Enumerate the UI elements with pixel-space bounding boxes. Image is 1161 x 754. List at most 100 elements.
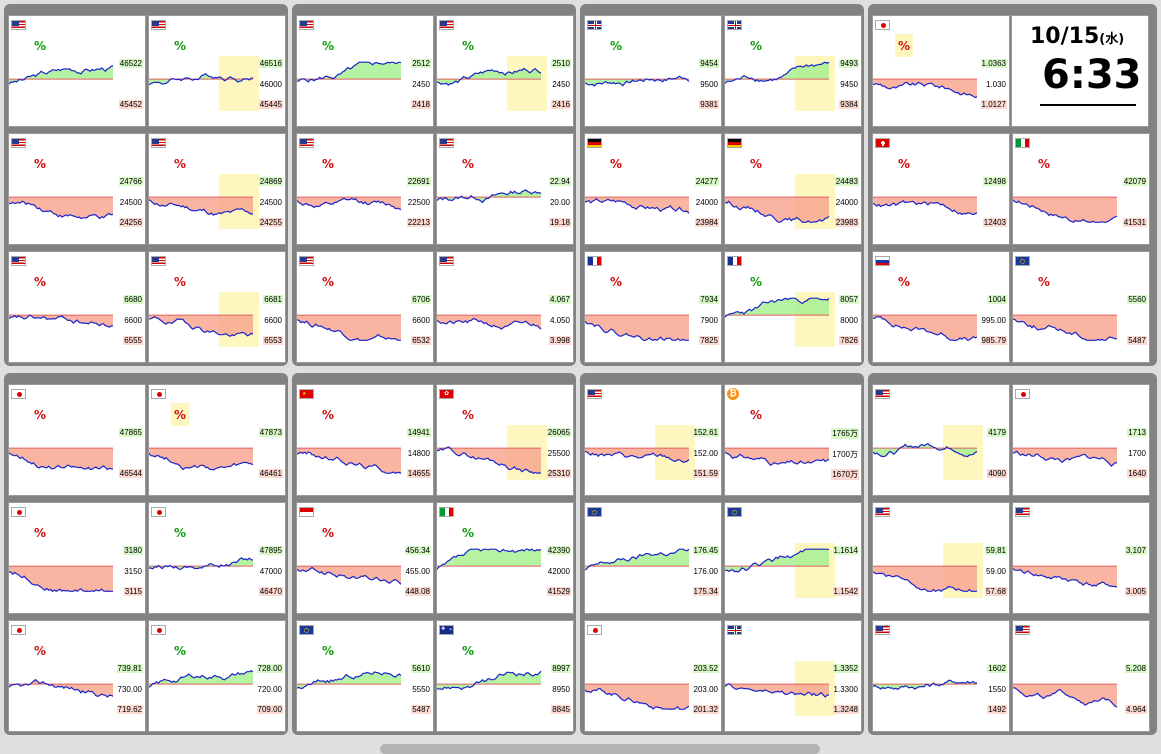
axis-hi-label: 1.1614: [832, 546, 859, 555]
market-card[interactable]: % 22.94 20.00 19.18: [436, 133, 574, 245]
market-card[interactable]: 4179 4090: [872, 384, 1010, 496]
card-footer: [877, 347, 881, 362]
market-card[interactable]: % 24483 24000 23983: [724, 133, 862, 245]
market-card[interactable]: % 47873 46461: [148, 384, 286, 496]
axis-mid-label: 8950: [552, 685, 570, 694]
change-percent: %: [322, 275, 335, 289]
card-header: [587, 622, 609, 637]
market-card[interactable]: 1.3352 1.3300 1.3248: [724, 620, 862, 732]
market-card[interactable]: 4.067 4.050 3.998: [436, 251, 574, 363]
card-header: [875, 622, 897, 637]
market-card[interactable]: 203.52 203.00 201.32: [584, 620, 722, 732]
price-line: [149, 199, 254, 216]
sparkline-chart: [437, 548, 542, 570]
market-card[interactable]: % 6681 6600 6553: [148, 251, 286, 363]
card-footer: [153, 347, 157, 362]
market-card[interactable]: % 46522 45452: [8, 15, 146, 127]
market-card[interactable]: % 46516 46000 45445: [148, 15, 286, 127]
market-card[interactable]: % 2510 2450 2416: [436, 15, 574, 127]
market-card[interactable]: % 8057 8000 7826: [724, 251, 862, 363]
axis-hi-label: 5560: [1127, 295, 1147, 304]
card-header: [1015, 386, 1037, 401]
axis-hi-label: 24483: [834, 177, 859, 186]
flag-us-icon: [151, 255, 166, 266]
flag-jp-icon: [151, 506, 166, 517]
market-card[interactable]: % 47895 47000 46470: [148, 502, 286, 614]
market-card[interactable]: % 42390 42000 41529: [436, 502, 574, 614]
market-card[interactable]: % 728.00 720.00 709.00: [148, 620, 286, 732]
market-card[interactable]: % 6706 6600 6532: [296, 251, 434, 363]
card-header: [11, 17, 33, 32]
market-card[interactable]: % 12498 12403: [872, 133, 1010, 245]
price-line: [873, 200, 978, 216]
price-line: [9, 571, 113, 593]
market-card[interactable]: ₿% 1765万 1700万 1670万: [724, 384, 862, 496]
card-footer: [301, 347, 305, 362]
market-card[interactable]: % 3180 3150 3115: [8, 502, 146, 614]
price-line: [725, 682, 830, 698]
axis-lo-label: 3.005: [1124, 587, 1147, 596]
market-card[interactable]: % 456.34 455.00 448.08: [296, 502, 434, 614]
card-header: [11, 504, 33, 519]
axis-hi-label: 1.3352: [832, 664, 859, 673]
sparkline-chart: [1013, 447, 1118, 467]
market-card[interactable]: % 24766 24500 24256: [8, 133, 146, 245]
market-card[interactable]: 59.81 59.00 57.68: [872, 502, 1010, 614]
market-card[interactable]: % 47865 46544: [8, 384, 146, 496]
sparkline-chart: [585, 683, 690, 710]
market-card[interactable]: % 2512 2450 2418: [296, 15, 434, 127]
card-footer: [441, 598, 445, 613]
market-card[interactable]: % 22691 22500 22213: [296, 133, 434, 245]
sparkline-chart: [585, 196, 690, 214]
market-card[interactable]: % 42079 41531: [1012, 133, 1150, 245]
card-footer: [13, 111, 17, 126]
market-card[interactable]: 5.208 4.964: [1012, 620, 1150, 732]
market-card[interactable]: 1602 1550 1492: [872, 620, 1010, 732]
axis-mid-label: 24000: [835, 198, 858, 207]
card-footer: [729, 229, 733, 244]
market-card[interactable]: % 5560 5487: [1012, 251, 1150, 363]
change-area: [437, 671, 541, 690]
price-line: [873, 316, 978, 341]
market-card[interactable]: 152.61 152.00 151.59: [584, 384, 722, 496]
change-area: [585, 448, 689, 463]
market-card[interactable]: ✿% 26065 25500 25310: [436, 384, 574, 496]
horizontal-scrollbar[interactable]: [380, 744, 820, 754]
market-card[interactable]: 176.45 176.00 175.34: [584, 502, 722, 614]
flag-fr-icon: [727, 255, 742, 266]
market-card[interactable]: 1713 1700 1640: [1012, 384, 1150, 496]
market-card[interactable]: % 7934 7900 7825: [584, 251, 722, 363]
axis-lo-label: 4090: [987, 469, 1007, 478]
card-footer: [13, 229, 17, 244]
market-card[interactable]: % 24277 24000 23984: [584, 133, 722, 245]
axis-mid-label: 203.00: [693, 685, 718, 694]
change-area: [1013, 566, 1117, 587]
market-card[interactable]: % 5610 5550 5487: [296, 620, 434, 732]
axis-mid-label: 7900: [700, 316, 718, 325]
sparkline-chart: [9, 65, 114, 85]
axis-hi-label: 8997: [551, 664, 571, 673]
clock-panel: 10/15(水) 6:33: [1011, 15, 1149, 127]
market-card[interactable]: ✚ *% 8997 8950 8845: [436, 620, 574, 732]
axis-hi-label: 1765万: [831, 428, 859, 439]
card-footer: [1053, 598, 1057, 613]
change-area: [297, 315, 401, 341]
market-card[interactable]: % 739.81 730.00 719.62: [8, 620, 146, 732]
price-line: [873, 81, 978, 99]
change-area: [725, 549, 829, 572]
card-header: [11, 135, 33, 150]
market-card[interactable]: % 1.0363 1.030 1.0127: [872, 15, 1010, 127]
market-card[interactable]: % 1004 995.00 985.79: [872, 251, 1010, 363]
market-card[interactable]: 3.107 3.005: [1012, 502, 1150, 614]
market-card[interactable]: % 9493 9450 9384: [724, 15, 862, 127]
market-card[interactable]: % 24869 24500 24255: [148, 133, 286, 245]
market-card[interactable]: % 9454 9500 9381: [584, 15, 722, 127]
axis-hi-label: 6706: [411, 295, 431, 304]
price-line: [9, 314, 113, 328]
market-card[interactable]: 1.1614 1.1542: [724, 502, 862, 614]
market-card[interactable]: % 6680 6600 6555: [8, 251, 146, 363]
change-percent: %: [34, 408, 47, 422]
market-card[interactable]: ★% 14941 14800 14655: [296, 384, 434, 496]
flag-eu-icon: [727, 506, 742, 517]
bitcoin-icon: ₿: [727, 387, 739, 400]
